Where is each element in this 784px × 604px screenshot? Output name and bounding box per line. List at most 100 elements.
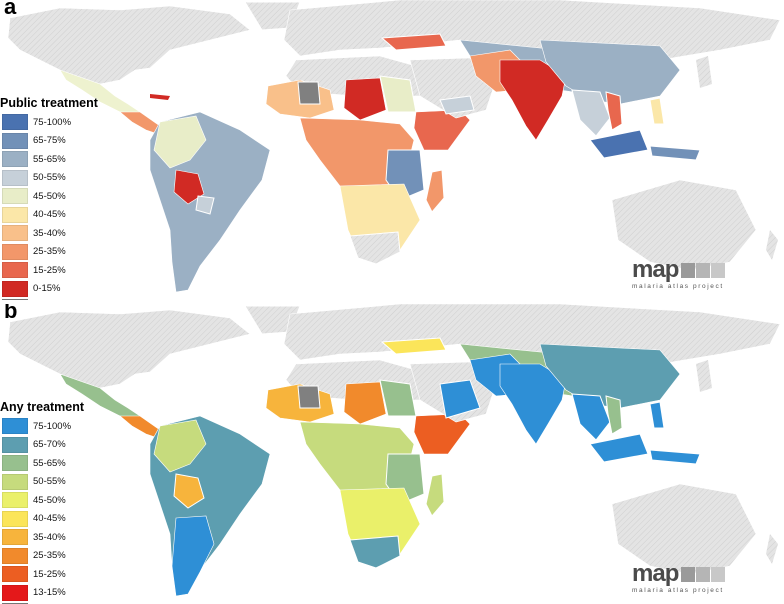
legend-swatch bbox=[2, 492, 28, 509]
legend-title: Public treatment bbox=[0, 96, 98, 110]
indonesia-west bbox=[589, 129, 649, 159]
legend-items: 75-100% 65-75% 55-65% 50-55% 45-50% 40-45% 35-… bbox=[0, 113, 98, 300]
legend-item: 13-15% bbox=[0, 584, 84, 603]
logo-text: map bbox=[632, 560, 679, 587]
legend-swatch bbox=[2, 132, 28, 149]
legend-swatch bbox=[2, 206, 28, 223]
legend-item: 25-35% bbox=[0, 243, 98, 262]
yemen-region bbox=[439, 95, 475, 115]
legend-item: 40-45% bbox=[0, 206, 98, 225]
legend-label: 55-65% bbox=[33, 457, 66, 469]
logo-tiles-icon bbox=[681, 566, 726, 582]
legend-item: No data bbox=[0, 298, 98, 300]
legend-item: 75-100% bbox=[0, 113, 98, 132]
logo-text: map bbox=[632, 256, 679, 283]
panel-b: b Any treatment 75-100% 65-70% 55-65% 50-55… bbox=[0, 304, 784, 604]
japan bbox=[696, 56, 712, 88]
west-africa-nodata bbox=[297, 81, 321, 105]
legend-item: 35-40% bbox=[0, 224, 98, 243]
middle-east bbox=[409, 57, 497, 119]
legend-label: 75-100% bbox=[33, 116, 72, 128]
south-africa bbox=[349, 535, 401, 569]
vietnam bbox=[605, 91, 623, 131]
legend-swatch bbox=[2, 473, 28, 490]
legend-item: 15-25% bbox=[0, 565, 84, 584]
north-america bbox=[7, 309, 251, 389]
indonesia-east bbox=[649, 145, 701, 161]
indonesia-west bbox=[589, 433, 649, 463]
australia bbox=[611, 179, 757, 271]
logo-subtitle: malaria atlas project bbox=[632, 587, 724, 594]
map-logo: map malaria atlas project bbox=[632, 258, 732, 290]
philippines bbox=[649, 97, 665, 125]
legend-swatch bbox=[2, 151, 28, 168]
central-america bbox=[119, 415, 161, 439]
legend-title: Any treatment bbox=[0, 400, 85, 414]
indonesia-east bbox=[649, 449, 701, 465]
legend-label: 40-45% bbox=[33, 513, 66, 525]
legend-swatch bbox=[2, 188, 28, 205]
west-africa-nodata bbox=[297, 385, 321, 409]
world-map-public-treatment bbox=[7, 0, 781, 293]
argentina bbox=[171, 515, 215, 597]
legend-label: 35-40% bbox=[33, 531, 66, 543]
north-america bbox=[7, 5, 251, 85]
legend-item: 25-35% bbox=[0, 547, 84, 566]
legend-label: 0-15% bbox=[33, 283, 61, 295]
legend-label: 15-25% bbox=[33, 568, 66, 580]
legend-swatch bbox=[2, 436, 28, 453]
australia bbox=[611, 483, 757, 575]
legend-label: 45-50% bbox=[33, 494, 66, 506]
legend-item: 50-55% bbox=[0, 473, 84, 492]
legend-label: 65-75% bbox=[33, 135, 66, 147]
legend-label: 25-35% bbox=[33, 550, 66, 562]
panel-label-b: b bbox=[4, 304, 18, 323]
myanmar-thailand bbox=[571, 89, 611, 137]
saudi-yemen bbox=[439, 379, 481, 419]
legend-label: 55-65% bbox=[33, 153, 66, 165]
legend-item: 15-25% bbox=[0, 261, 98, 280]
philippines bbox=[649, 401, 665, 429]
new-zealand bbox=[766, 534, 778, 564]
legend-swatch bbox=[2, 169, 28, 186]
madagascar bbox=[425, 473, 445, 517]
legend-label: 65-70% bbox=[33, 439, 66, 451]
legend-swatch bbox=[2, 510, 28, 527]
legend-public-treatment: Public treatment 75-100% 65-75% 55-65% 50-5… bbox=[0, 96, 98, 300]
legend-swatch bbox=[2, 566, 28, 583]
caribbean bbox=[150, 94, 170, 100]
legend-label: 40-45% bbox=[33, 209, 66, 221]
bolivia bbox=[173, 169, 205, 205]
turkey bbox=[380, 337, 447, 355]
legend-label: 15-25% bbox=[33, 264, 66, 276]
paraguay bbox=[195, 195, 215, 215]
vietnam bbox=[605, 395, 623, 435]
legend-item: 0-15% bbox=[0, 280, 98, 299]
central-america bbox=[119, 111, 161, 135]
japan bbox=[696, 360, 712, 392]
legend-item: 50-55% bbox=[0, 169, 98, 188]
legend-swatch bbox=[2, 262, 28, 279]
legend-item: 45-50% bbox=[0, 491, 84, 510]
map-logo: map malaria atlas project bbox=[632, 562, 732, 594]
bolivia bbox=[173, 473, 205, 509]
legend-item: 65-70% bbox=[0, 436, 84, 455]
logo-tiles-icon bbox=[681, 262, 726, 278]
madagascar bbox=[425, 169, 445, 213]
legend-swatch bbox=[2, 547, 28, 564]
legend-label: 45-50% bbox=[33, 190, 66, 202]
panel-a: a Public treatment 75-100% 65-75% 55-65% 50… bbox=[0, 0, 784, 300]
legend-items: 75-100% 65-70% 55-65% 50-55% 45-50% 40-45% 35-… bbox=[0, 417, 84, 604]
legend-swatch bbox=[2, 529, 28, 546]
legend-item: 35-40% bbox=[0, 528, 84, 547]
legend-swatch bbox=[2, 418, 28, 435]
legend-label: 25-35% bbox=[33, 246, 66, 258]
new-zealand bbox=[766, 230, 778, 260]
legend-item: 55-65% bbox=[0, 454, 84, 473]
legend-swatch bbox=[2, 584, 28, 601]
legend-label: 50-55% bbox=[33, 172, 66, 184]
myanmar-thailand bbox=[571, 393, 611, 441]
legend-item: 75-100% bbox=[0, 417, 84, 436]
legend-item: 55-65% bbox=[0, 150, 98, 169]
legend-item: 45-50% bbox=[0, 187, 98, 206]
